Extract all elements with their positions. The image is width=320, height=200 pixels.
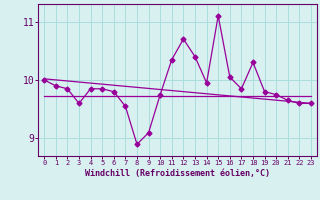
- X-axis label: Windchill (Refroidissement éolien,°C): Windchill (Refroidissement éolien,°C): [85, 169, 270, 178]
